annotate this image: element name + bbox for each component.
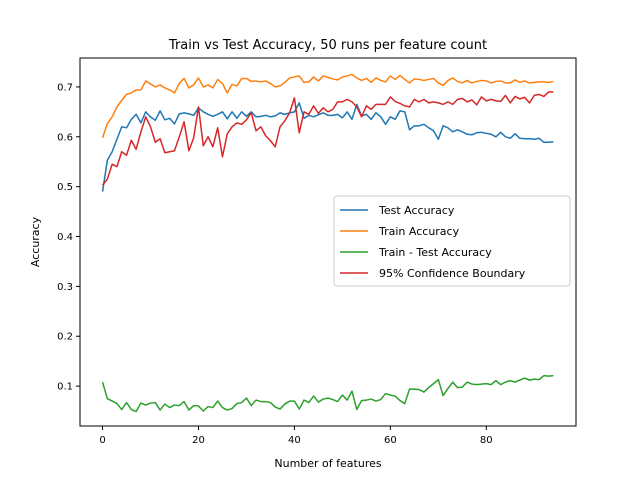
chart-title: Train vs Test Accuracy, 50 runs per feat… (168, 38, 487, 53)
legend-box (333, 195, 571, 287)
y-tick-label: 0.6 (57, 132, 73, 143)
legend-label-3: Train - Test Accuracy (378, 246, 492, 259)
series-line-4 (101, 91, 554, 186)
x-tick-label: 20 (192, 435, 205, 446)
x-tick-label: 40 (288, 435, 301, 446)
legend: Test Accuracy Train Accuracy Train - Test … (333, 195, 571, 287)
x-tick-label: 60 (384, 435, 397, 446)
y-axis-label: Accuracy (29, 216, 42, 267)
y-tick-label: 0.4 (57, 232, 73, 243)
legend-label-2: Train Accuracy (378, 225, 460, 238)
x-axis-label: Number of features (274, 457, 381, 470)
ticks-layer: 0 20 40 60 80 0.1 0.2 0.3 0.4 0.5 0.6 0.7 (57, 82, 493, 446)
x-tick-label: 0 (99, 435, 105, 446)
legend-label-1: Test Accuracy (378, 204, 455, 217)
y-tick-label: 0.5 (57, 182, 73, 193)
series-line-3 (101, 374, 554, 413)
series-layer (101, 73, 554, 413)
series-line-2 (101, 73, 554, 139)
x-tick-label: 80 (480, 435, 493, 446)
y-tick-label: 0.1 (57, 382, 73, 393)
series-line-1 (101, 102, 554, 192)
legend-label-4: 95% Confidence Boundary (379, 267, 526, 280)
y-tick-label: 0.7 (57, 82, 73, 93)
y-tick-label: 0.2 (57, 332, 73, 343)
plot-frame (79, 57, 577, 427)
y-tick-label: 0.3 (57, 282, 73, 293)
